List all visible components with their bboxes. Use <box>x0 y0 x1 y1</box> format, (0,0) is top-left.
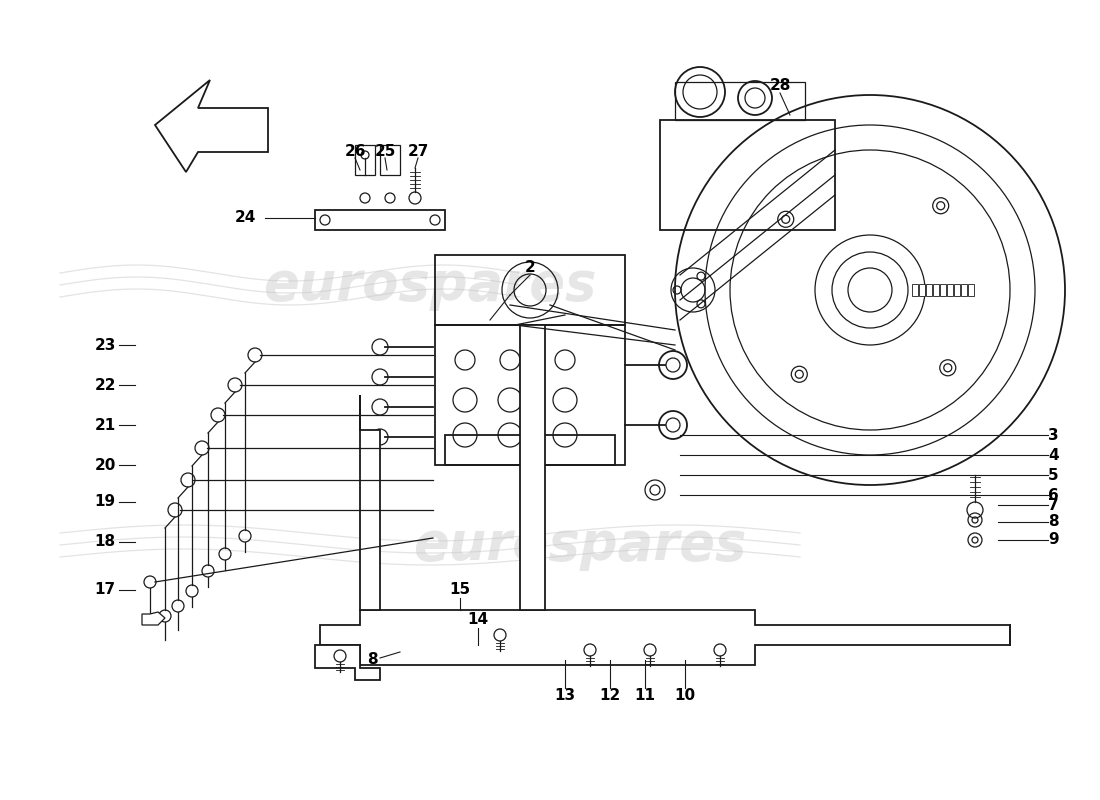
Polygon shape <box>520 325 544 610</box>
Polygon shape <box>360 395 379 610</box>
Text: 8: 8 <box>366 653 377 667</box>
Polygon shape <box>320 610 1010 665</box>
Text: 11: 11 <box>635 687 656 702</box>
Text: 27: 27 <box>407 145 429 159</box>
Bar <box>355 145 375 175</box>
Bar <box>933 284 939 296</box>
Text: 22: 22 <box>95 378 116 393</box>
Text: 14: 14 <box>468 613 488 627</box>
Polygon shape <box>142 612 165 625</box>
Text: 6: 6 <box>1048 487 1058 502</box>
Text: 19: 19 <box>95 494 116 510</box>
Text: 15: 15 <box>450 582 471 598</box>
Text: 12: 12 <box>600 687 620 702</box>
Bar <box>940 284 946 296</box>
Text: 7: 7 <box>1048 498 1058 513</box>
Text: 3: 3 <box>1048 427 1058 442</box>
Text: 18: 18 <box>95 534 116 550</box>
Text: 13: 13 <box>554 687 575 702</box>
Bar <box>961 284 967 296</box>
Bar <box>660 120 835 230</box>
Text: 28: 28 <box>769 78 791 93</box>
Bar <box>315 210 446 230</box>
Text: eurospares: eurospares <box>414 519 747 571</box>
Bar <box>912 284 918 296</box>
Text: eurospares: eurospares <box>263 259 596 311</box>
Text: 25: 25 <box>374 145 396 159</box>
Bar <box>947 284 953 296</box>
Bar <box>379 145 400 175</box>
Bar <box>968 284 974 296</box>
Text: 10: 10 <box>674 687 695 702</box>
Text: 4: 4 <box>1048 447 1058 462</box>
Text: 24: 24 <box>234 210 255 226</box>
Bar <box>675 82 805 120</box>
Text: 26: 26 <box>344 145 365 159</box>
Text: 8: 8 <box>1048 514 1058 530</box>
Polygon shape <box>315 645 379 680</box>
Bar <box>918 284 925 296</box>
Bar <box>926 284 932 296</box>
Bar <box>446 435 615 465</box>
Bar <box>434 255 625 325</box>
Text: 5: 5 <box>1048 467 1058 482</box>
Text: 20: 20 <box>95 458 116 473</box>
Polygon shape <box>155 80 268 172</box>
Bar <box>434 325 625 465</box>
Text: 17: 17 <box>95 582 116 598</box>
Text: 9: 9 <box>1048 533 1058 547</box>
Text: 23: 23 <box>95 338 116 353</box>
Text: 21: 21 <box>95 418 116 433</box>
Text: 2: 2 <box>525 261 536 275</box>
Bar <box>954 284 960 296</box>
